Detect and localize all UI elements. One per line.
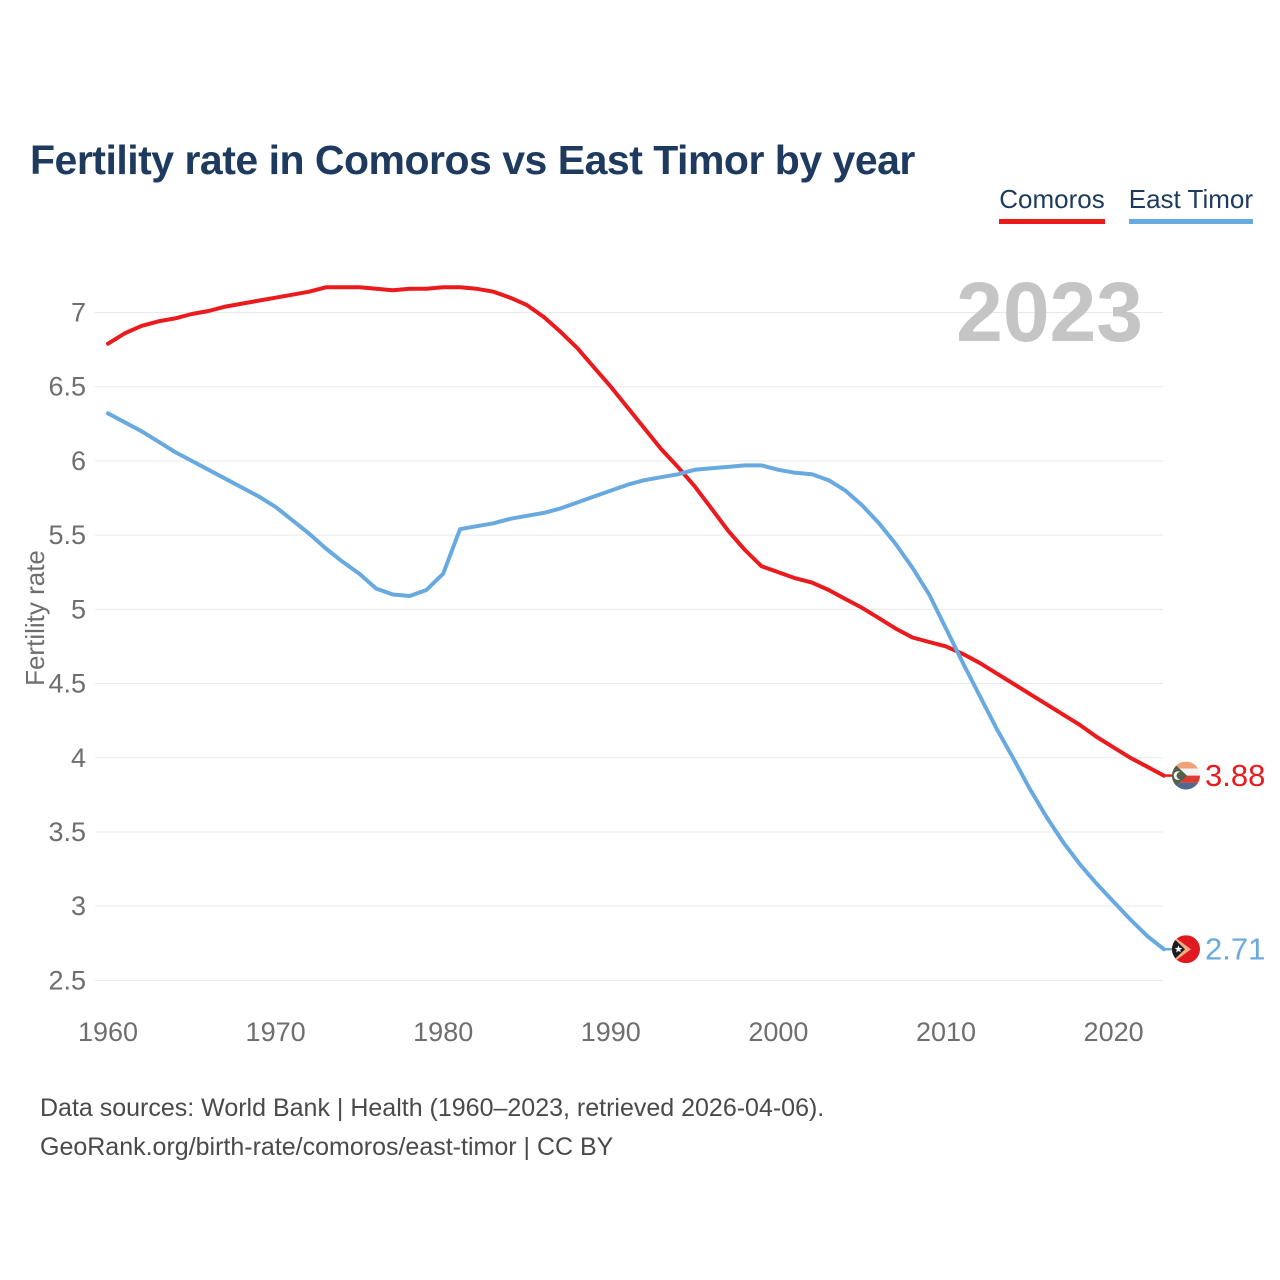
y-tick-label: 3 bbox=[71, 891, 86, 921]
endpoint-connectors bbox=[1164, 774, 1172, 951]
footer-attribution: GeoRank.org/birth-rate/comoros/east-timo… bbox=[40, 1133, 614, 1161]
y-tick-label: 4.5 bbox=[48, 669, 86, 699]
y-tick-label: 6.5 bbox=[48, 372, 86, 402]
y-tick-label: 7 bbox=[71, 298, 86, 328]
x-tick-label: 1970 bbox=[246, 1017, 306, 1047]
y-tick-label: 2.5 bbox=[48, 965, 86, 995]
legend-item-east-timor[interactable]: East Timor bbox=[1128, 184, 1253, 224]
y-axis-tick-labels: 7 6.5 6 5.5 5 4.5 4 3.5 3 2.5 bbox=[48, 298, 86, 996]
y-tick-label: 5.5 bbox=[48, 520, 86, 550]
x-tick-label: 1960 bbox=[78, 1017, 138, 1047]
gridlines bbox=[95, 312, 1163, 981]
east-timor-flag-icon bbox=[1172, 935, 1200, 964]
legend-item-comoros[interactable]: Comoros bbox=[999, 184, 1105, 224]
east-timor-line bbox=[106, 411, 1166, 952]
y-tick-label: 4 bbox=[71, 743, 86, 773]
footer: Data sources: World Bank | Health (1960–… bbox=[40, 1089, 824, 1167]
east-timor-value-label: 2.71 bbox=[1205, 932, 1265, 967]
x-tick-label: 2020 bbox=[1084, 1017, 1144, 1047]
comoros-flag-icon bbox=[1172, 761, 1200, 790]
legend: Comoros East Timor bbox=[999, 184, 1253, 224]
legend-label-comoros: Comoros bbox=[999, 184, 1105, 224]
page-title: Fertility rate in Comoros vs East Timor … bbox=[30, 137, 915, 184]
x-tick-label: 1990 bbox=[581, 1017, 641, 1047]
x-axis-tick-labels: 1960 1970 1980 1990 2000 2010 2020 bbox=[78, 1017, 1144, 1047]
endpoint-value-labels: 3.88 2.71 bbox=[1205, 758, 1265, 967]
comoros-line bbox=[106, 285, 1166, 778]
y-tick-label: 3.5 bbox=[48, 817, 86, 847]
y-tick-label: 6 bbox=[71, 446, 86, 476]
x-tick-label: 2010 bbox=[916, 1017, 976, 1047]
x-tick-label: 1980 bbox=[413, 1017, 473, 1047]
y-axis-title: Fertility rate bbox=[20, 550, 50, 686]
footer-data-sources: Data sources: World Bank | Health (1960–… bbox=[40, 1094, 825, 1122]
legend-label-east-timor: East Timor bbox=[1128, 184, 1253, 224]
comoros-value-label: 3.88 bbox=[1205, 758, 1265, 793]
y-tick-label: 5 bbox=[71, 594, 86, 624]
series-lines bbox=[106, 285, 1166, 952]
x-tick-label: 2000 bbox=[748, 1017, 808, 1047]
watermark-year: 2023 bbox=[956, 265, 1143, 359]
